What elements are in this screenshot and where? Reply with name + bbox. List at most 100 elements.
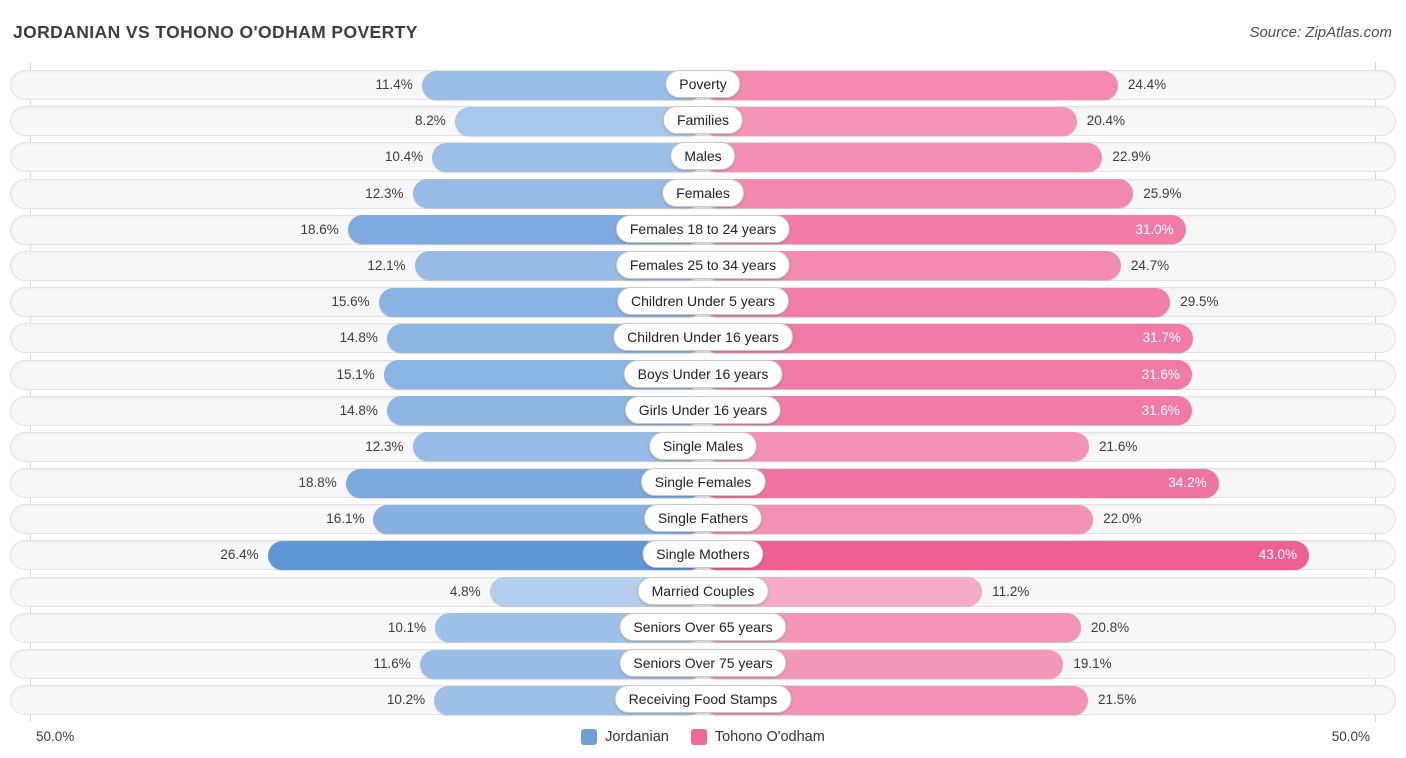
jordanian-value: 26.4% xyxy=(220,547,259,563)
category-label: Single Males xyxy=(648,431,758,460)
tohono-oodham-value: 21.5% xyxy=(1098,692,1137,708)
category-label: Single Females xyxy=(640,468,766,497)
jordanian-value: 11.4% xyxy=(375,77,413,92)
tohono-oodham-value: 22.0% xyxy=(1103,511,1142,527)
tohono-oodham-bar xyxy=(703,179,1134,209)
tohono-oodham-value: 31.6% xyxy=(1141,366,1180,382)
jordanian-value: 12.3% xyxy=(365,185,404,201)
jordanian-value: 10.2% xyxy=(386,692,426,708)
chart-row: 8.2% 20.4% Families xyxy=(10,106,1396,137)
chart-row: 11.4% 24.4% Poverty xyxy=(10,70,1396,100)
jordanian-bar xyxy=(412,179,703,209)
jordanian-value: 14.8% xyxy=(339,402,378,418)
tohono-oodham-value: 29.5% xyxy=(1180,294,1219,310)
legend-label-jordanian: Jordanian xyxy=(605,729,669,745)
tohono-oodham-value: 24.7% xyxy=(1130,257,1170,273)
jordanian-value: 10.1% xyxy=(387,619,427,635)
chart-row: 15.1% 31.6% Boys Under 16 years xyxy=(10,359,1396,390)
tohono-oodham-value: 31.7% xyxy=(1142,330,1181,346)
tohono-oodham-value: 24.4% xyxy=(1127,77,1167,92)
right-axis-gridline xyxy=(1375,62,1376,722)
jordanian-value: 18.8% xyxy=(298,475,337,491)
jordanian-bar xyxy=(267,540,703,570)
tohono-oodham-bar xyxy=(703,540,1310,570)
category-label: Single Mothers xyxy=(642,540,764,569)
jordanian-value: 10.4% xyxy=(384,149,424,165)
tohono-oodham-value: 31.6% xyxy=(1141,402,1180,418)
category-label: Girls Under 16 years xyxy=(624,395,782,424)
tohono-oodham-value: 31.0% xyxy=(1135,221,1174,237)
category-label: Receiving Food Stamps xyxy=(614,685,792,714)
source-attribution: Source: ZipAtlas.com xyxy=(1249,24,1392,41)
chart-row: 14.8% 31.6% Girls Under 16 years xyxy=(10,395,1396,426)
tornado-chart: 11.4% 24.4% Poverty 8.2% 20.4% Families 10.4% 2… xyxy=(10,70,1396,721)
category-label: Seniors Over 65 years xyxy=(619,612,787,641)
legend-swatch-jordanian xyxy=(581,729,598,745)
x-axis-right-label: 50.0% xyxy=(1331,729,1370,744)
tohono-oodham-bar xyxy=(703,70,1118,100)
chart-row: 11.6% 19.1% Seniors Over 75 years xyxy=(10,649,1396,679)
jordanian-value: 11.6% xyxy=(373,656,411,671)
category-label: Seniors Over 75 years xyxy=(619,649,787,677)
jordanian-value: 4.8% xyxy=(449,583,481,599)
tohono-oodham-value: 21.6% xyxy=(1099,438,1138,454)
chart-row: 16.1% 22.0% Single Fathers xyxy=(10,504,1396,535)
jordanian-value: 18.6% xyxy=(300,221,339,237)
category-label: Families xyxy=(662,106,744,135)
chart-footer: 50.0% Jordanian Tohono O'odham 50.0% xyxy=(0,722,1406,752)
category-label: Boys Under 16 years xyxy=(623,359,783,388)
jordanian-bar xyxy=(454,106,703,136)
chart-row: 14.8% 31.7% Children Under 16 years xyxy=(10,323,1396,354)
x-axis-left-label: 50.0% xyxy=(36,729,75,744)
chart-row: 18.8% 34.2% Single Females xyxy=(10,468,1396,499)
tohono-oodham-bar xyxy=(703,106,1077,136)
tohono-oodham-value: 22.9% xyxy=(1112,149,1151,165)
legend: Jordanian Tohono O'odham xyxy=(0,722,1406,752)
chart-row: 10.1% 20.8% Seniors Over 65 years xyxy=(10,612,1396,643)
category-label: Females 18 to 24 years xyxy=(615,214,791,243)
jordanian-value: 14.8% xyxy=(339,330,378,346)
legend-item-jordanian: Jordanian xyxy=(581,729,669,745)
chart-row: 12.3% 25.9% Females xyxy=(10,178,1396,209)
tohono-oodham-bar xyxy=(703,468,1219,498)
tohono-oodham-value: 19.1% xyxy=(1073,656,1112,671)
category-label: Males xyxy=(670,142,736,171)
tohono-oodham-bar xyxy=(703,360,1192,389)
chart-row: 4.8% 11.2% Married Couples xyxy=(10,576,1396,607)
category-label: Children Under 5 years xyxy=(617,287,789,316)
tohono-oodham-value: 20.4% xyxy=(1086,113,1125,129)
tohono-oodham-value: 20.8% xyxy=(1090,619,1130,635)
tohono-oodham-bar xyxy=(703,142,1103,172)
category-label: Females xyxy=(662,178,744,207)
page-title: JORDANIAN VS TOHONO O'ODHAM POVERTY xyxy=(13,22,418,42)
jordanian-value: 12.3% xyxy=(365,438,404,454)
jordanian-value: 12.1% xyxy=(367,257,406,273)
tohono-oodham-value: 11.2% xyxy=(992,583,1030,599)
category-label: Children Under 16 years xyxy=(613,323,793,352)
tohono-oodham-value: 34.2% xyxy=(1168,475,1207,491)
jordanian-value: 8.2% xyxy=(414,113,446,129)
tohono-oodham-value: 25.9% xyxy=(1143,185,1182,201)
category-label: Married Couples xyxy=(637,576,769,605)
chart-row: 10.2% 21.5% Receiving Food Stamps xyxy=(10,685,1396,716)
jordanian-bar xyxy=(421,70,703,100)
jordanian-value: 16.1% xyxy=(326,511,365,527)
chart-row: 26.4% 43.0% Single Mothers xyxy=(10,540,1396,571)
category-label: Single Fathers xyxy=(643,504,763,533)
chart-row: 12.1% 24.7% Females 25 to 34 years xyxy=(10,250,1396,281)
chart-row: 18.6% 31.0% Females 18 to 24 years xyxy=(10,214,1396,245)
tohono-oodham-bar xyxy=(703,396,1192,426)
legend-item-tohono-oodham: Tohono O'odham xyxy=(690,729,825,745)
legend-label-tohono-oodham: Tohono O'odham xyxy=(714,729,825,745)
chart-row: 12.3% 21.6% Single Males xyxy=(10,431,1396,462)
category-label: Poverty xyxy=(665,70,741,98)
jordanian-value: 15.6% xyxy=(331,294,370,310)
jordanian-bar xyxy=(432,142,703,172)
left-axis-gridline xyxy=(30,62,31,722)
tohono-oodham-bar xyxy=(703,504,1094,534)
jordanian-value: 15.1% xyxy=(336,366,375,382)
tohono-oodham-value: 43.0% xyxy=(1258,547,1298,563)
tohono-oodham-bar xyxy=(703,432,1090,462)
legend-swatch-tohono-oodham xyxy=(690,729,707,745)
